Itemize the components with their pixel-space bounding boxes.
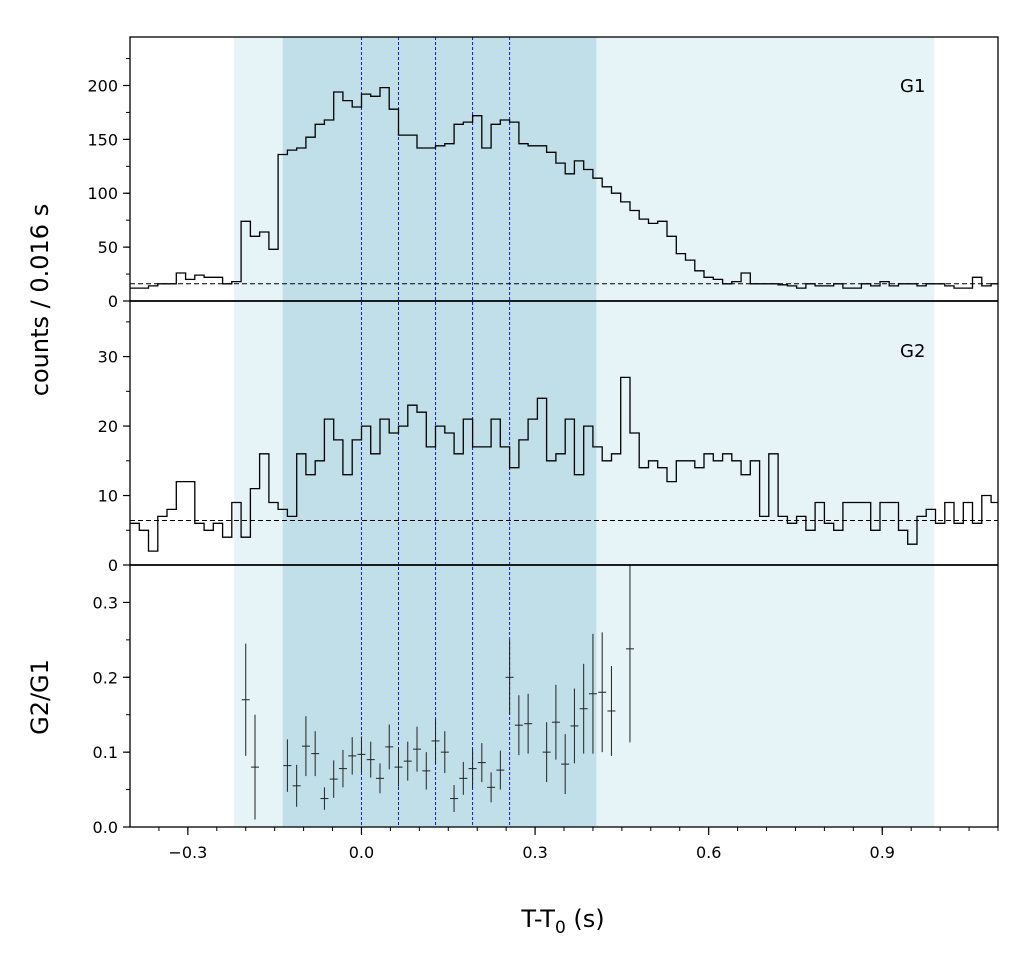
ratio-point-12 [375,763,384,794]
x-tick-label: 0.0 [349,843,374,862]
ratio-point-36 [607,666,616,756]
ratio-point-23 [477,743,486,783]
ratio-point-32 [570,688,579,764]
ratio-point-8 [338,749,347,788]
y-g1-tick-label: 50 [98,238,118,257]
y-axis-label-ratio: G2/G1 [26,659,54,735]
ratio-error-bars [241,565,634,820]
ratio-point-16 [413,726,422,772]
ratio-point-20 [450,785,459,813]
ratio-point-19 [440,731,449,774]
ratio-point-21 [459,761,468,795]
ratio-point-5 [311,731,320,777]
ratio-point-13 [385,724,394,770]
ratio-point-22 [468,749,477,789]
x-tick-label: 0.6 [696,843,721,862]
ratio-point-9 [348,737,357,775]
x-tick-label: 0.9 [870,843,895,862]
y-axis-label-counts: counts / 0.016 s [26,204,54,396]
ratio-point-14 [394,747,403,787]
shaded-region-1 [282,37,597,827]
ratio-point-2 [283,739,292,792]
histogram-g2 [130,376,998,552]
ratio-point-3 [292,764,301,807]
ratio-point-25 [496,750,505,790]
y-g2-tick-label: 30 [98,348,118,367]
histogram-g1 [130,86,998,289]
x-axis-label-subscript: 0 [555,918,566,938]
y-ratio-tick-label: 0.0 [93,818,118,837]
ratio-point-1 [250,714,259,820]
ratio-point-29 [542,722,551,783]
axis-ticks: 0 50 100 150 200 0 10 20 30 0.0 0.1 0.2 0.3 −0.3 0.0 0.… [87,58,999,862]
ratio-point-35 [598,632,607,753]
y-ratio-tick-label: 0.3 [93,593,118,612]
ratio-point-11 [366,741,375,778]
panel-label-g2: G2 [900,341,925,362]
y-g1-tick-label: 100 [87,184,118,203]
x-tick-label: 0.3 [522,843,547,862]
ratio-point-27 [514,695,523,756]
y-g2-tick-label: 10 [98,487,118,506]
ratio-point-28 [524,693,533,754]
ratio-point-0 [241,643,250,756]
x-axis-label-main: T-T [520,905,555,933]
histograms [130,86,998,552]
ratio-point-31 [561,734,570,795]
x-axis-label-unit: (s) [566,905,605,933]
ratio-point-17 [422,752,431,790]
ratio-point-26 [505,639,514,715]
ratio-point-30 [551,684,560,760]
ratio-point-37 [625,565,634,743]
y-g2-tick-label: 0 [108,556,118,575]
x-tick-label: −0.3 [168,843,207,862]
ratio-point-4 [301,716,310,777]
ratio-point-6 [320,787,329,810]
y-g2-tick-label: 20 [98,417,118,436]
y-g1-tick-label: 0 [108,292,118,311]
y-ratio-tick-label: 0.2 [93,668,118,687]
ratio-point-7 [329,760,338,798]
background-level-lines [130,283,998,522]
ratio-point-10 [357,736,366,773]
y-g1-tick-label: 150 [87,130,118,149]
ratio-point-34 [588,633,597,754]
ratio-point-18 [431,718,440,764]
ratio-point-15 [403,741,412,781]
y-g1-tick-label: 200 [87,76,118,95]
x-axis-label: T-T0 (s) [520,905,604,938]
ratio-point-33 [579,663,588,754]
panel-label-g1: G1 [900,76,925,97]
ratio-point-24 [487,772,496,803]
y-ratio-tick-label: 0.1 [93,743,118,762]
